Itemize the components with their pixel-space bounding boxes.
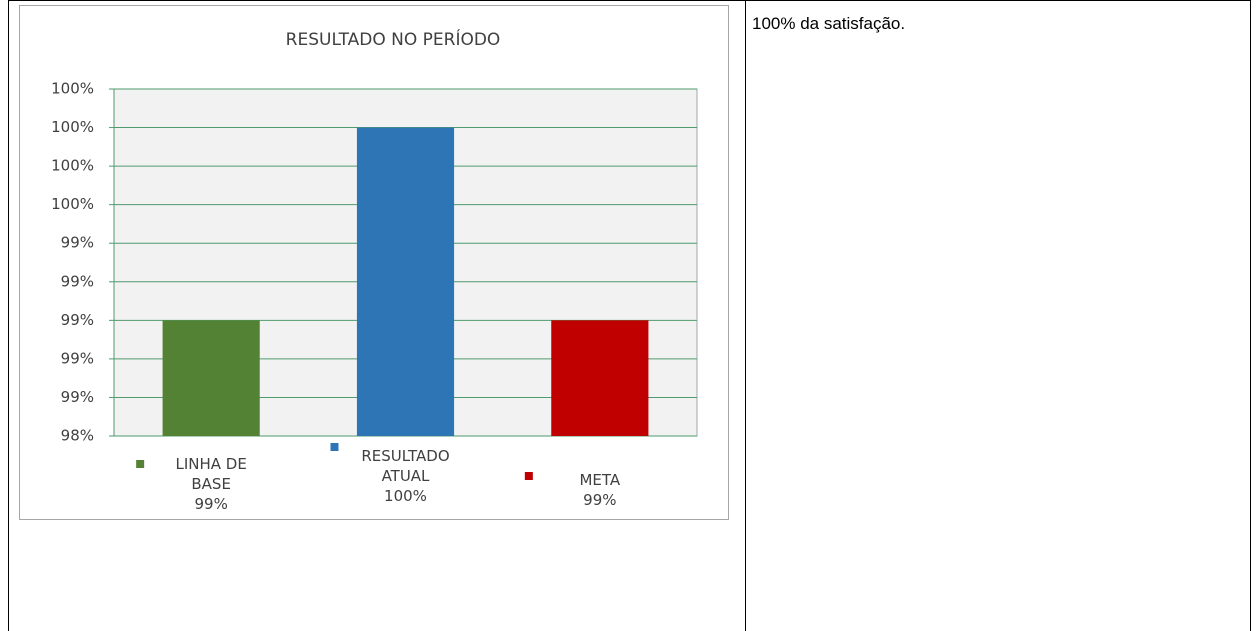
legend-marker: [330, 443, 339, 451]
y-tick-label: 99%: [61, 349, 94, 367]
y-tick-label: 100%: [51, 118, 94, 136]
note-text: 100% da satisfação.: [752, 14, 906, 33]
table-border: [8, 0, 1251, 631]
chart-title: RESULTADO NO PERÍODO: [286, 28, 501, 50]
y-tick-label: 99%: [61, 272, 94, 290]
y-tick-label: 99%: [61, 311, 94, 329]
chart: RESULTADO NO PERÍODO 98% 99% 99% 99% 99% 99% 1…: [19, 5, 729, 520]
x-tick-label: RESULTADO ATUAL: [361, 447, 450, 485]
category-label-group: RESULTADO ATUAL 100%: [351, 446, 461, 506]
value-label: 99%: [194, 495, 228, 513]
category-label-box: LINHA DE BASE 99%: [156, 454, 266, 514]
legend-marker: [136, 460, 145, 468]
cell-divider: [745, 0, 746, 631]
x-tick-label: META: [579, 471, 621, 489]
bar: [551, 320, 649, 436]
y-tick-label: 99%: [61, 388, 94, 406]
category-label-group: LINHA DE BASE 99%: [156, 454, 266, 514]
bar: [162, 320, 260, 436]
category-label-box: META 99%: [545, 470, 655, 510]
y-tick-label: 99%: [61, 234, 94, 252]
value-label: 100%: [384, 487, 427, 505]
y-tick-label: 100%: [51, 157, 94, 175]
category-label-box: RESULTADO ATUAL 100%: [351, 446, 461, 506]
value-label: 99%: [583, 491, 617, 509]
bar: [356, 127, 455, 437]
legend-marker: [524, 472, 533, 480]
x-tick-label: LINHA DE BASE: [175, 455, 247, 493]
category-label-group: META 99%: [545, 470, 655, 510]
y-tick-label: 100%: [51, 80, 94, 98]
y-tick-label: 98%: [61, 427, 94, 445]
y-tick-label: 100%: [51, 195, 94, 213]
